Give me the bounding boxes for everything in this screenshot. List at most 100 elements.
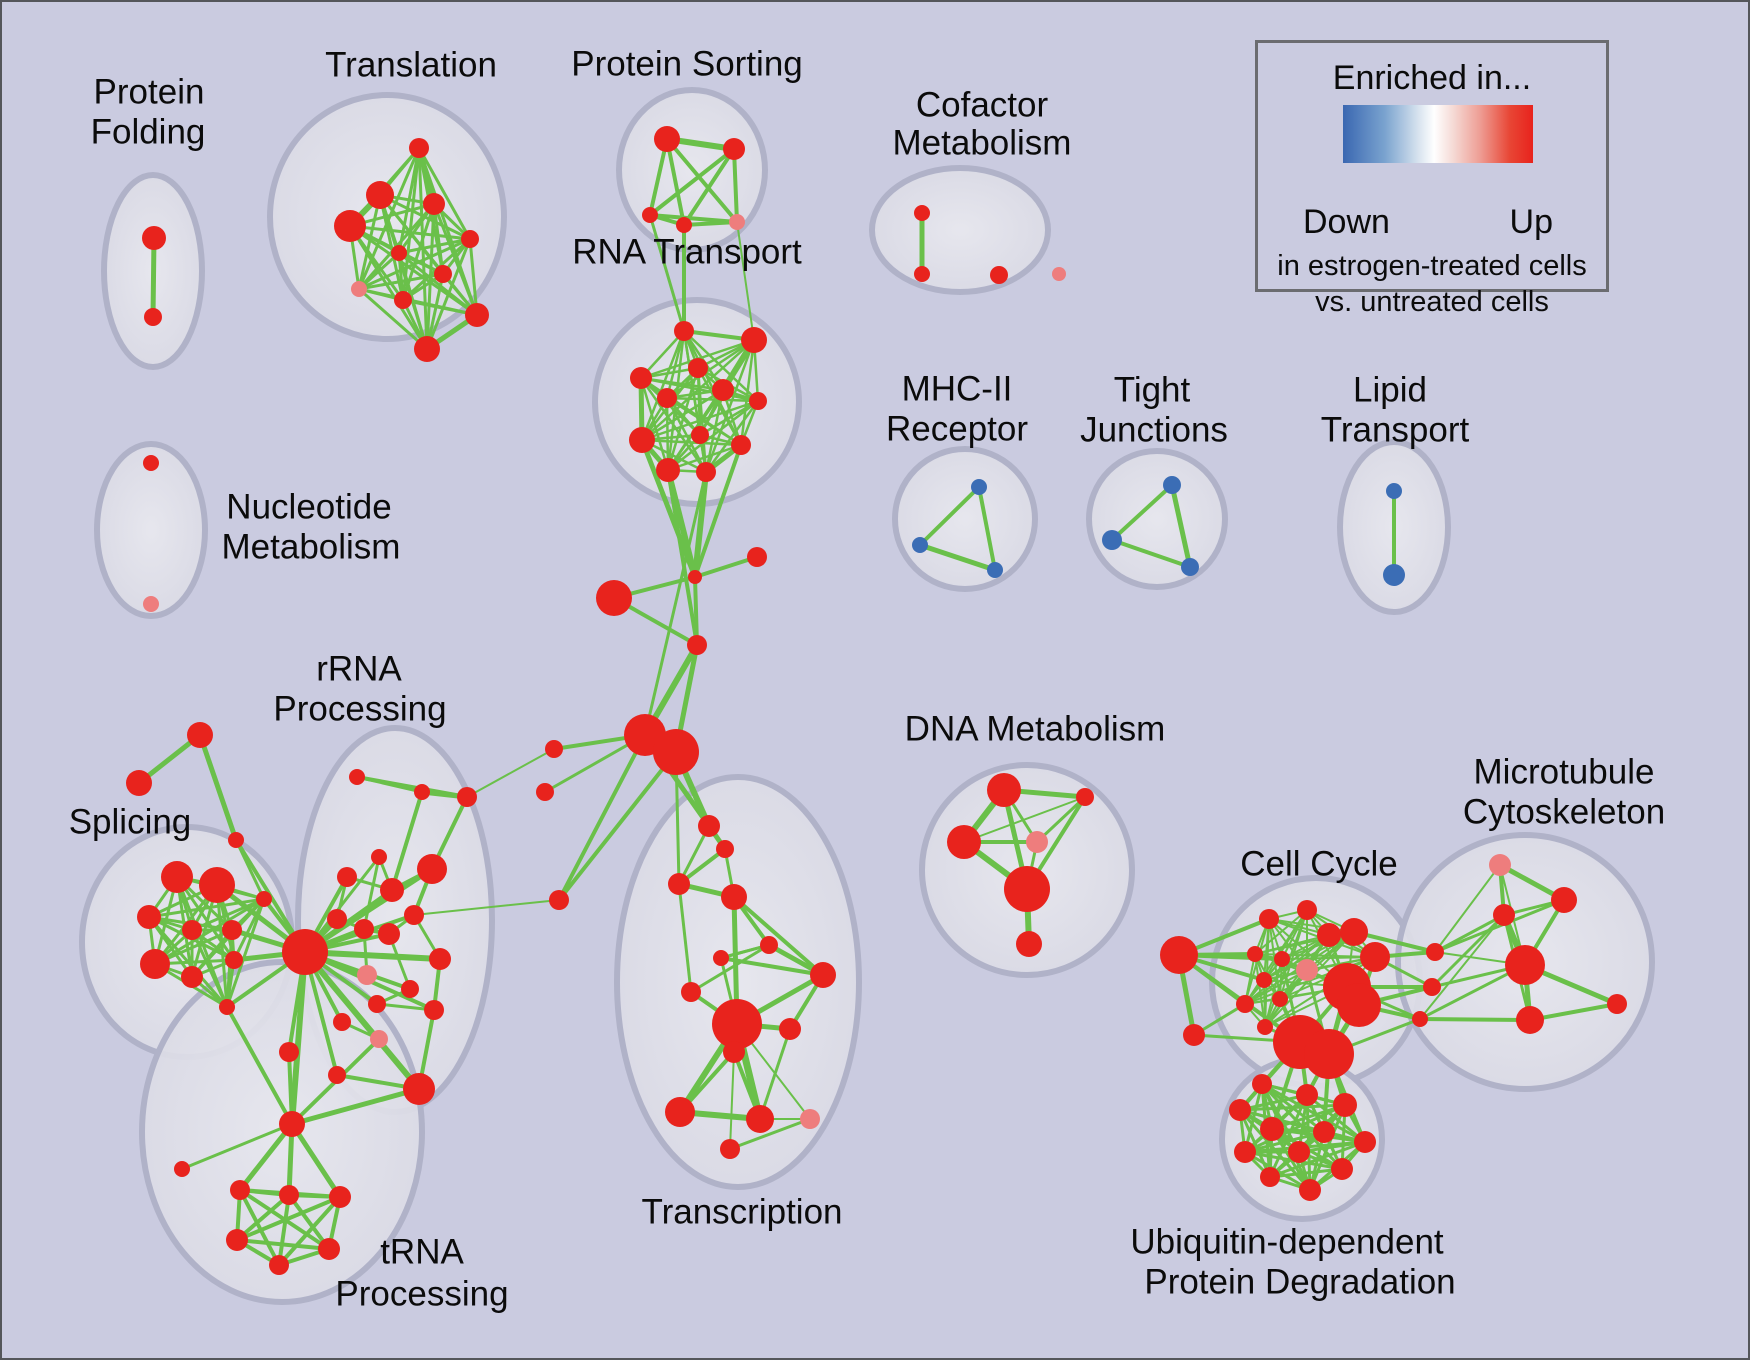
gene-set-node — [1247, 946, 1263, 962]
network-edge — [682, 220, 739, 227]
gene-set-node — [182, 920, 202, 940]
network-edge — [1268, 918, 1355, 933]
gene-set-node — [674, 321, 694, 341]
gene-set-node — [1412, 1011, 1428, 1027]
gene-set-node — [417, 854, 447, 884]
cluster-label-cofactor_metabolism: Metabolism — [893, 124, 1072, 163]
gene-set-node — [368, 995, 386, 1013]
network-edge — [704, 338, 756, 474]
cluster-label-microtubule: Cytoskeleton — [1463, 793, 1665, 832]
cluster-label-translation: Translation — [325, 46, 497, 85]
network-edge — [666, 399, 760, 472]
cluster-ellipse-tight_junctions — [1086, 448, 1228, 590]
gene-set-node — [230, 1180, 250, 1200]
network-edge — [1419, 914, 1505, 1020]
gene-set-node — [187, 722, 213, 748]
network-edge — [413, 899, 560, 916]
gene-set-node — [465, 303, 489, 327]
cluster-label-microtubule: Microtubule — [1474, 753, 1655, 792]
cluster-label-protein_sorting: Protein Sorting — [571, 45, 803, 84]
network-edge — [357, 272, 445, 291]
legend-title: Enriched in... — [1332, 59, 1532, 97]
gene-set-node — [656, 458, 680, 482]
network-edge — [665, 137, 739, 224]
gene-set-node — [414, 336, 440, 362]
network-edge — [289, 949, 308, 1127]
network-edge — [1238, 1093, 1309, 1112]
network-edge — [238, 1188, 281, 1267]
network-edge — [639, 376, 760, 403]
network-edge — [1528, 1002, 1619, 1022]
network-edge — [648, 213, 686, 333]
gene-set-node — [256, 891, 272, 907]
gene-set-node — [1516, 1006, 1544, 1034]
gene-set-node — [1260, 1167, 1280, 1187]
gene-set-node — [222, 920, 242, 940]
network-edge — [917, 542, 998, 573]
gene-set-node — [349, 769, 365, 785]
gene-set-node — [760, 936, 778, 954]
network-edge — [666, 443, 743, 472]
gene-set-node — [1304, 1029, 1354, 1079]
gene-set-node — [914, 266, 930, 282]
gene-set-node — [747, 547, 767, 567]
gene-set-node — [354, 919, 374, 939]
gene-set-node — [630, 367, 652, 389]
gene-set-node — [144, 308, 162, 326]
gene-set-node — [1297, 900, 1317, 920]
gene-set-node — [279, 1111, 305, 1137]
cluster-ellipse-mhc_receptor — [892, 446, 1038, 592]
network-edge — [689, 943, 771, 994]
network-edge — [362, 855, 381, 931]
network-edge — [235, 1238, 331, 1251]
network-edge — [1281, 956, 1376, 960]
gene-set-node — [681, 982, 701, 1002]
network-edge — [234, 838, 266, 901]
network-edge — [666, 468, 699, 647]
gene-set-node — [1386, 483, 1402, 499]
gene-set-node — [653, 729, 699, 775]
network-edge — [150, 235, 157, 320]
cluster-label-trna_processing: tRNA — [380, 1233, 464, 1272]
gene-set-node — [370, 1030, 388, 1048]
cluster-label-trna_processing: Processing — [335, 1275, 508, 1314]
network-edge — [1243, 1130, 1326, 1154]
gene-set-node — [424, 1000, 444, 1020]
gene-set-node — [987, 562, 1003, 578]
gene-set-node — [729, 214, 745, 230]
gene-set-node — [174, 1161, 190, 1177]
network-edge — [180, 1122, 294, 1171]
gene-set-node — [1052, 267, 1066, 281]
cluster-label-rrna_processing: Processing — [273, 690, 446, 729]
gene-set-node — [391, 245, 407, 261]
cluster-label-ubiquitin: Protein Degradation — [1144, 1263, 1455, 1302]
network-edge — [277, 1193, 291, 1267]
cluster-label-cell_cycle: Cell Cycle — [1240, 845, 1398, 884]
gene-set-node — [1272, 991, 1288, 1007]
network-edge — [692, 469, 709, 580]
nodes-layer — [126, 126, 1627, 1275]
network-edge — [1254, 909, 1308, 955]
gene-set-node — [1163, 476, 1181, 494]
gene-set-node — [688, 570, 702, 584]
gene-set-node — [545, 740, 563, 758]
cluster-label-splicing: Splicing — [69, 803, 192, 842]
network-edge — [466, 748, 555, 798]
network-edge — [643, 470, 708, 737]
network-edge — [739, 338, 756, 447]
gene-set-node — [228, 832, 244, 848]
gene-set-node — [691, 426, 709, 444]
gene-set-node — [536, 783, 554, 801]
network-edge — [732, 895, 825, 977]
gene-set-node — [401, 980, 419, 998]
legend-subtitle-line2: vs. untreated cells — [1315, 286, 1549, 318]
network-edge — [357, 287, 429, 351]
network-edge — [1110, 483, 1174, 542]
gene-set-node — [1340, 918, 1368, 946]
network-edge — [1110, 538, 1192, 569]
gene-set-node — [912, 537, 928, 553]
gene-set-node — [749, 392, 767, 410]
network-edge — [693, 555, 759, 579]
network-edge — [1244, 969, 1308, 1005]
